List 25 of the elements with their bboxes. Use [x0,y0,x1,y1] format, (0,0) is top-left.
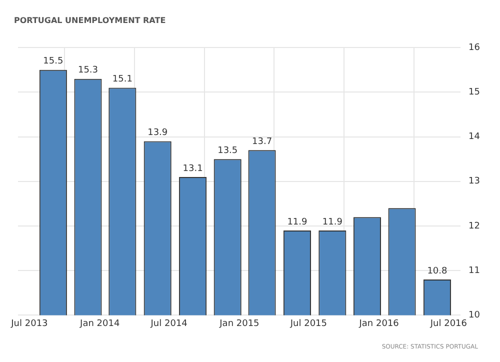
data-label: 15.5 [43,56,64,67]
data-label: 13.1 [182,164,203,174]
x-tick-label: Jan 2015 [218,318,260,329]
y-tick-label: 14 [468,132,480,142]
data-label: 11.9 [322,217,343,228]
y-tick-label: 13 [468,176,480,187]
data-label: 10.8 [427,266,448,276]
data-label: 11.9 [287,217,308,228]
x-tick-label: Jul 2013 [10,318,48,329]
y-tick-label: 15 [468,88,480,98]
y-tick-label: 12 [468,221,480,232]
x-tick-label: Jul 2016 [429,318,468,329]
x-tick-label: Jan 2016 [358,318,400,329]
data-label: 13.7 [252,137,272,148]
y-tick-label: 16 [468,42,480,53]
y-tick-label: 10 [468,310,480,321]
data-label: 13.9 [148,128,168,138]
chart-title: PORTUGAL UNEMPLOYMENT RATE [14,16,166,25]
y-tick-label: 11 [468,266,480,276]
x-tick-label: Jul 2014 [150,318,188,329]
x-tick-label: Jul 2015 [289,318,328,329]
data-label: 15.3 [78,66,98,76]
data-label: 15.1 [112,74,132,85]
x-tick-label: Jan 2014 [79,318,120,329]
data-label: 13.5 [218,146,238,156]
